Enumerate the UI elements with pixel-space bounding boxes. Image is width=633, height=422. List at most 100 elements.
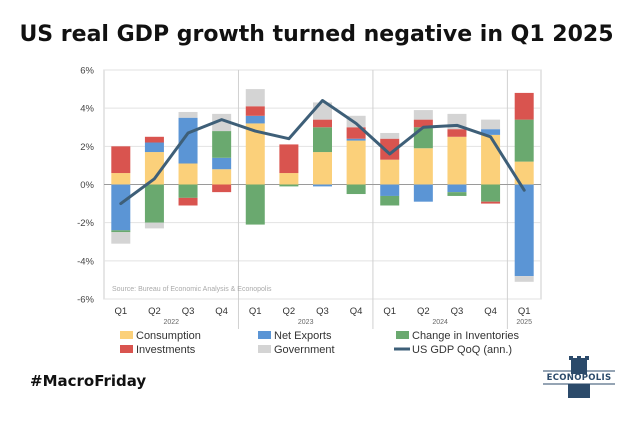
y-tick-label: 4% xyxy=(80,104,94,115)
bar-consumption xyxy=(144,152,164,185)
legend-swatch xyxy=(120,345,133,353)
y-tick-label: 6% xyxy=(80,66,94,77)
x-tick-label: Q1 xyxy=(114,306,127,317)
year-label: 2024 xyxy=(432,319,448,326)
bar-government xyxy=(380,132,400,139)
bar-consumption xyxy=(111,173,131,185)
bar-inventories xyxy=(245,184,265,225)
x-tick-label: Q4 xyxy=(484,306,497,317)
legend-label: Consumption xyxy=(136,330,201,342)
tower-icon xyxy=(568,356,590,398)
bar-net_exports xyxy=(514,184,534,277)
bar-net_exports xyxy=(144,142,164,153)
bar-investments xyxy=(313,119,332,128)
bar-inventories xyxy=(212,131,232,158)
bar-inventories xyxy=(380,195,400,206)
chart-bars xyxy=(111,89,534,282)
bar-inventories xyxy=(514,119,534,162)
x-tick-label: Q4 xyxy=(350,306,363,317)
chart-axes: -6% -4% -2% 0% 2% 4% 6% Source: Bureau of Econo… xyxy=(77,66,532,327)
year-label: 2023 xyxy=(298,319,314,326)
brand-name: ECONOPOLIS xyxy=(546,373,612,383)
bar-investments xyxy=(111,146,131,174)
bar-investments xyxy=(447,129,467,137)
x-tick-label: Q2 xyxy=(417,306,430,317)
x-tick-label: Q3 xyxy=(316,306,329,317)
bar-consumption xyxy=(178,163,198,185)
legend-label: US GDP QoQ (ann.) xyxy=(412,344,512,356)
year-label: 2025 xyxy=(516,319,532,326)
bar-net_exports xyxy=(447,184,467,193)
legend-swatch xyxy=(120,331,133,339)
econopolis-logo xyxy=(543,356,615,398)
bar-inventories xyxy=(346,184,366,195)
bar-government xyxy=(346,115,366,128)
bar-net_exports xyxy=(346,138,366,141)
bar-inventories xyxy=(481,184,501,202)
bar-inventories xyxy=(313,127,332,153)
x-tick-label: Q1 xyxy=(383,306,396,317)
bar-consumption xyxy=(380,159,400,185)
bar-net_exports xyxy=(380,184,400,196)
y-tick-label: -6% xyxy=(77,295,94,306)
bar-government xyxy=(111,232,131,244)
bar-net_exports xyxy=(413,184,433,202)
x-tick-label: Q1 xyxy=(518,306,531,317)
chart-line-layer xyxy=(119,99,526,206)
bar-investments xyxy=(144,136,164,143)
chart-legend: Consumption Net Exports Change in Inventor… xyxy=(120,330,520,356)
bar-consumption xyxy=(279,173,299,185)
bar-investments xyxy=(178,197,198,206)
source-note: Source: Bureau of Economic Analysis & Ec… xyxy=(112,286,272,293)
bar-net_exports xyxy=(313,184,332,187)
bar-government xyxy=(245,89,265,107)
bar-consumption xyxy=(346,140,366,185)
chart-grid xyxy=(103,69,542,329)
bar-consumption xyxy=(481,134,501,185)
bar-inventories xyxy=(111,230,131,233)
bar-inventories xyxy=(144,184,164,223)
bar-government xyxy=(413,110,433,120)
bar-consumption xyxy=(245,123,265,185)
gdp-line xyxy=(119,99,526,206)
x-tick-label: Q2 xyxy=(283,306,296,317)
x-tick-label: Q2 xyxy=(148,306,161,317)
legend-label: Net Exports xyxy=(274,330,332,342)
bar-investments xyxy=(346,127,366,139)
legend-swatch xyxy=(258,345,271,353)
legend-label: Change in Inventories xyxy=(412,330,520,342)
bar-consumption xyxy=(313,152,332,185)
bar-inventories xyxy=(279,184,299,187)
bar-investments xyxy=(212,184,232,193)
bar-net_exports xyxy=(111,184,131,231)
bar-government xyxy=(481,119,501,130)
bar-government xyxy=(144,222,164,229)
bar-investments xyxy=(481,201,501,204)
bar-net_exports xyxy=(212,157,232,170)
bar-investments xyxy=(245,106,265,116)
x-tick-label: Q1 xyxy=(249,306,262,317)
hashtag-label: #MacroFriday xyxy=(30,372,147,390)
legend-swatch xyxy=(258,331,271,339)
legend-swatch xyxy=(396,331,409,339)
bar-inventories xyxy=(447,192,467,196)
bar-consumption xyxy=(413,148,433,185)
bar-investments xyxy=(279,144,299,174)
bar-investments xyxy=(514,92,534,120)
bar-net_exports xyxy=(178,117,198,164)
y-tick-label: -2% xyxy=(77,218,94,229)
y-tick-label: 0% xyxy=(80,180,94,191)
bar-consumption xyxy=(514,161,534,185)
chart-title: US real GDP growth turned negative in Q1… xyxy=(19,22,614,47)
x-tick-label: Q4 xyxy=(215,306,228,317)
legend-label: Government xyxy=(274,344,335,356)
bar-inventories xyxy=(178,184,198,198)
bar-investments xyxy=(413,119,433,128)
legend-label: Investments xyxy=(136,344,196,356)
y-tick-label: -4% xyxy=(77,256,94,267)
x-tick-label: Q3 xyxy=(182,306,195,317)
bar-net_exports xyxy=(481,129,501,135)
bar-consumption xyxy=(212,169,232,185)
bar-government xyxy=(212,113,232,132)
year-label: 2022 xyxy=(163,319,179,326)
